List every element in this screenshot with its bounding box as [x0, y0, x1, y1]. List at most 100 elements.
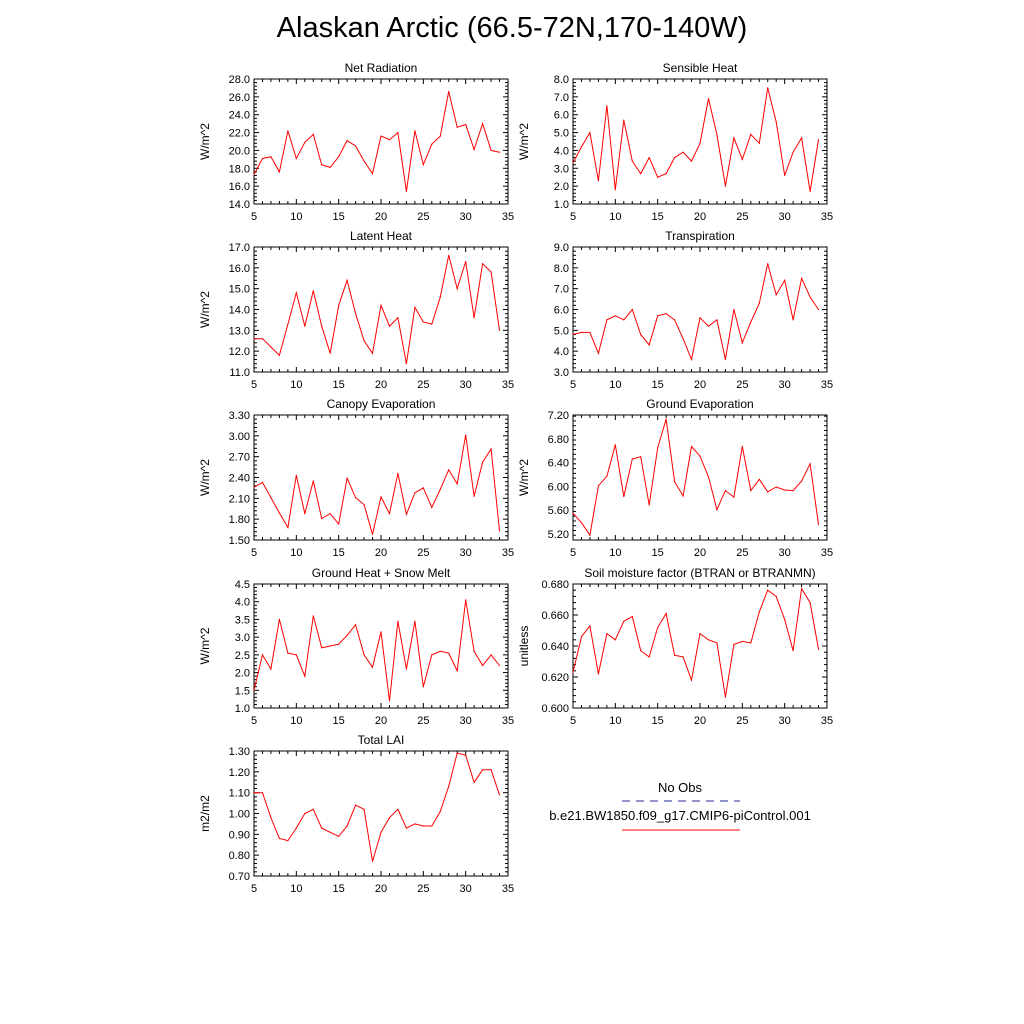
panel-5-x-tick-label: 30	[460, 547, 472, 559]
panel-7-y-tick-label: 4.0	[235, 597, 250, 609]
panel-8-data-point	[775, 595, 777, 598]
panel-8-data-point	[682, 656, 684, 658]
panel-4-data-point	[682, 338, 684, 340]
panel-3-data-point	[261, 338, 264, 340]
panel-5-data-point	[253, 486, 255, 488]
panel-8-data-point	[572, 671, 574, 674]
panel-1-data-point	[355, 145, 357, 147]
panel-3-data-point	[371, 352, 374, 354]
panel-1-y-tick-label: 28.0	[229, 74, 250, 86]
panel-6-data-point	[648, 504, 650, 506]
panel-4-title: Transpiration	[665, 229, 735, 243]
panel-8-data-point	[817, 648, 820, 650]
panel-4-data-point	[699, 317, 701, 319]
panel-3-y-tick-label: 17.0	[229, 242, 250, 254]
panel-1-data-point	[295, 157, 297, 160]
panel-8-data-point	[648, 656, 650, 658]
panel-9-y-tick-label: 1.10	[229, 788, 250, 800]
panel-6-data-point	[631, 458, 633, 460]
panel-8-y-tick-label: 0.600	[541, 703, 569, 715]
panel-6-data-point	[724, 490, 727, 492]
panel-4-y-tick-label: 9.0	[554, 242, 569, 254]
panel-9-data-point	[278, 837, 280, 840]
panel-2-y-tick-label: 4.0	[554, 145, 569, 157]
panel-7-y-tick-label: 4.5	[235, 579, 250, 591]
panel-3-data-point	[380, 304, 382, 306]
panel-1-x-tick-label: 15	[333, 211, 345, 223]
panel-6-data-point	[733, 496, 735, 498]
panel-2-data-point	[707, 98, 710, 100]
panel-7-x-tick-label: 35	[502, 715, 514, 727]
panel-5-data-point	[490, 448, 492, 450]
panel-6-data-point	[792, 490, 794, 492]
panel-6-data-point	[699, 455, 701, 457]
panel-3-data-point	[439, 296, 441, 298]
panel-8-data-point	[657, 626, 659, 629]
panel-7-y-tick-label: 1.5	[235, 685, 250, 697]
panel-7-y-axis-label: W/m^2	[198, 627, 212, 664]
panel-7-data-point	[278, 618, 280, 621]
panel-3-x-tick-label: 25	[417, 379, 429, 391]
panel-4-data-point	[614, 315, 616, 317]
panel-2-data-point	[716, 133, 718, 135]
panel-3-data-point	[482, 263, 484, 265]
panel-2-data-point	[614, 189, 616, 191]
panel-6-y-tick-label: 6.40	[548, 458, 569, 470]
panel-6-x-tick-label: 20	[694, 547, 706, 559]
panel-3-data-point	[295, 292, 297, 294]
panel-6-data-point	[623, 495, 625, 498]
panel-4-data-point	[817, 308, 820, 311]
panel-5-data-point	[329, 513, 331, 515]
panel-9-data-point	[363, 808, 365, 810]
panel-9-data-point	[321, 827, 323, 829]
panel-9-data-point	[431, 825, 433, 827]
panel-9-data-point	[304, 812, 306, 815]
panel-5-data-point	[397, 472, 399, 474]
panel-2-y-tick-label: 8.0	[554, 74, 569, 86]
panel-4-data-point	[657, 315, 659, 317]
panel-6-y-tick-label: 6.80	[548, 434, 569, 446]
panel-7-data-point	[465, 599, 467, 601]
panel-3-y-tick-label: 12.0	[229, 346, 250, 358]
panel-1-x-tick-label: 5	[251, 211, 257, 223]
panel-2-data-point	[682, 151, 684, 153]
panel-2-data-point	[623, 119, 625, 121]
panel-4-x-tick-label: 15	[652, 379, 664, 391]
panel-5-x-tick-label: 5	[251, 547, 257, 559]
panel-8-x-tick-label: 15	[652, 715, 664, 727]
panel-4-data-point	[665, 313, 667, 315]
panel-1-data-point	[482, 123, 484, 125]
panel-5-x-tick-label: 20	[375, 547, 387, 559]
panel-6-data-point	[690, 445, 693, 448]
panel-2-data-point	[690, 160, 693, 162]
panel-9-data-point	[329, 831, 331, 833]
panel-5-data-point	[405, 513, 407, 515]
panel-5-data-point	[439, 488, 441, 490]
panel-1-y-tick-label: 26.0	[229, 92, 250, 104]
panel-6-data-point	[801, 480, 803, 482]
panel-7-y-tick-label: 2.0	[235, 668, 250, 680]
panel-9-data-point	[473, 781, 475, 783]
panel-5-x-tick-label: 15	[333, 547, 345, 559]
panel-9-x-tick-label: 20	[375, 883, 387, 895]
panel-4-data-point	[580, 331, 583, 333]
panel-5-data-point	[448, 469, 450, 471]
panel-2-y-tick-label: 5.0	[554, 128, 569, 140]
panel-8-title: Soil moisture factor (BTRAN or BTRANMN)	[584, 566, 815, 580]
panel-8-data-point	[699, 633, 701, 635]
panel-4-data-point	[572, 333, 574, 336]
panel-5-data-point	[312, 480, 314, 482]
panel-6-x-tick-label: 30	[779, 547, 791, 559]
panel-9-data-point	[253, 792, 255, 794]
panel-4-x-tick-label: 5	[570, 379, 576, 391]
panel-7-data-point	[304, 675, 306, 677]
panel-7-data-point	[371, 666, 374, 668]
panel-5-data-point	[465, 434, 467, 436]
panel-3-data-point	[456, 288, 458, 290]
panel-6-data-point	[657, 447, 659, 449]
panel-3-x-tick-label: 20	[375, 379, 387, 391]
panel-5-data-point	[304, 513, 306, 515]
panel-7-data-point	[388, 700, 391, 702]
panel-7-y-tick-label: 3.0	[235, 632, 250, 644]
panel-7-data-point	[422, 686, 424, 688]
